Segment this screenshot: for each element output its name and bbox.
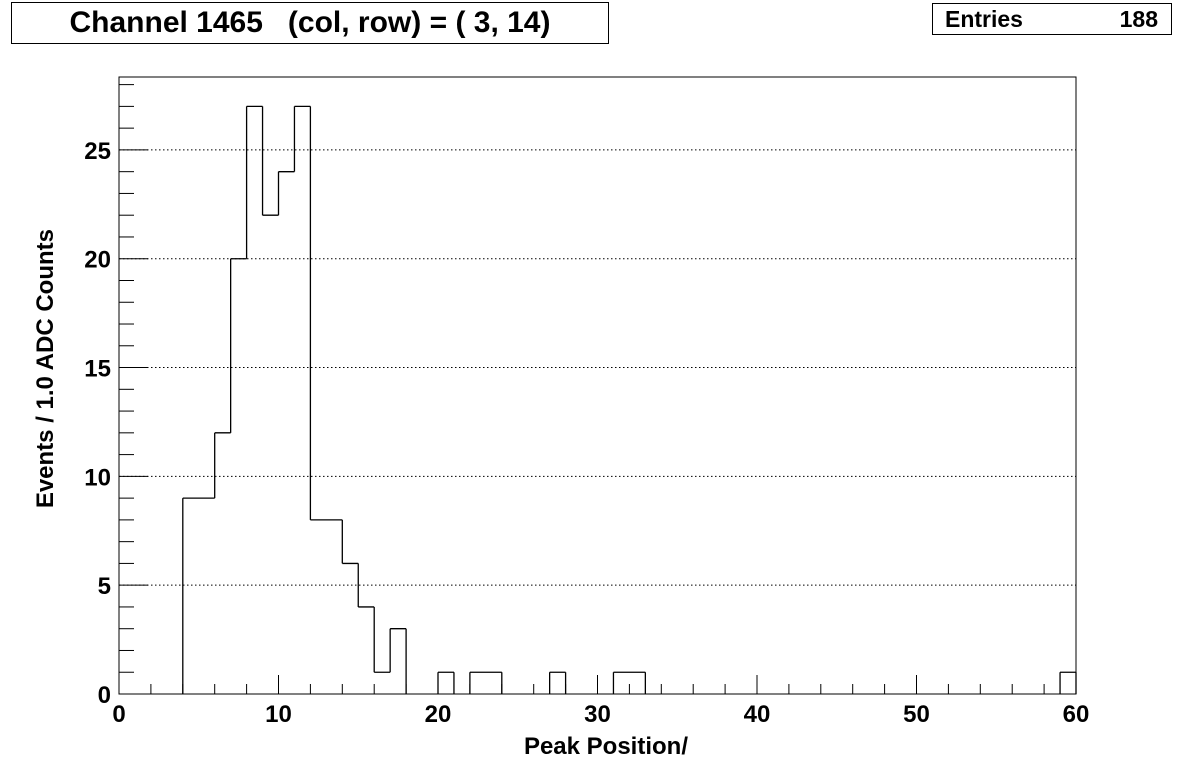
y-tick-labels: 0 5 10 15 20 25 (84, 138, 111, 709)
x-tick-label: 0 (112, 701, 125, 728)
histogram-bin (438, 672, 454, 694)
y-tick-label: 10 (84, 464, 111, 491)
histogram-bin (279, 172, 295, 694)
histogram-bins (183, 106, 1076, 694)
y-tick-label: 5 (98, 573, 111, 600)
histogram-bin (629, 672, 645, 694)
y-tick-label: 25 (84, 138, 111, 165)
histogram-bin (358, 607, 374, 694)
plot-frame (118, 76, 1077, 695)
histogram-outline (182, 105, 1077, 694)
histogram-bin (199, 498, 215, 694)
histogram-bin (215, 433, 231, 694)
histogram-bin (310, 520, 326, 694)
x-tick-label: 50 (903, 701, 930, 728)
histogram-bin (294, 106, 310, 694)
y-axis-label: Events / 1.0 ADC Counts (32, 229, 59, 508)
histogram-bin (183, 498, 199, 694)
x-tick-label: 30 (584, 701, 611, 728)
y-tick-label: 20 (84, 247, 111, 274)
histogram-bin (486, 672, 502, 694)
histogram-bin (342, 563, 358, 694)
x-tick-label: 60 (1063, 701, 1090, 728)
entries-label: Entries (945, 6, 1023, 32)
histogram-bin (247, 106, 263, 694)
histogram-bin (326, 520, 342, 694)
histogram-bin (613, 672, 629, 694)
x-tick-label: 40 (744, 701, 771, 728)
stats-box: Entries 188 (932, 3, 1172, 35)
x-tick-labels: 0 10 20 30 40 50 60 (112, 701, 1089, 728)
chart-title: Channel 1465 (col, row) = ( 3, 14) (11, 2, 609, 44)
x-axis-label: Peak Position/ (524, 733, 688, 760)
x-tick-label: 20 (425, 701, 452, 728)
x-axis-ticks (118, 675, 1077, 694)
y-axis-ticks (119, 84, 148, 695)
histogram-bin (470, 672, 486, 694)
entries-value: 188 (1119, 6, 1158, 32)
x-tick-label: 10 (265, 701, 292, 728)
grid-lines (119, 149, 1076, 586)
y-tick-label: 0 (98, 682, 111, 709)
histogram-bin (374, 672, 390, 694)
histogram-bin (263, 215, 279, 694)
histogram-bin (390, 629, 406, 694)
y-tick-label: 15 (84, 356, 111, 383)
histogram-bin (550, 672, 566, 694)
histogram-bin (1060, 672, 1076, 694)
